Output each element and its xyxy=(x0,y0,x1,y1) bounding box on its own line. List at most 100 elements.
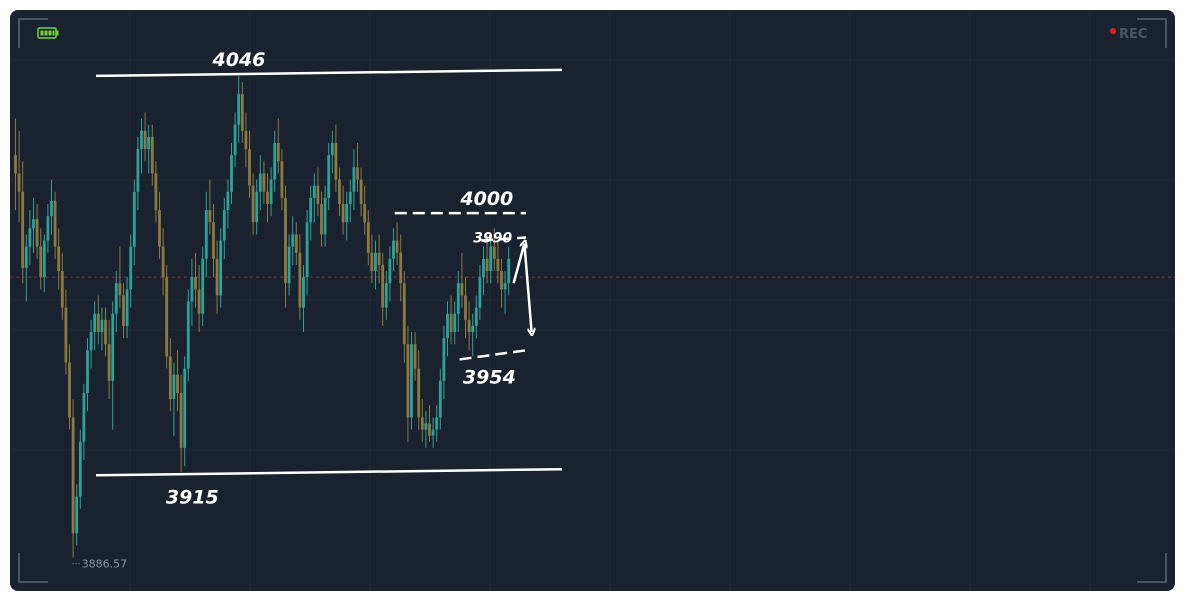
candle-body xyxy=(89,332,93,351)
candle-body xyxy=(507,258,511,284)
candle-body xyxy=(305,222,309,278)
candle-body xyxy=(467,319,471,333)
candle-body xyxy=(68,362,71,418)
candle-body xyxy=(237,94,241,125)
candle-body xyxy=(186,301,190,369)
candle-body xyxy=(14,155,17,174)
candle-body xyxy=(244,130,248,150)
candle-body xyxy=(424,423,428,430)
candle-body xyxy=(28,228,32,247)
candle-body xyxy=(161,246,165,278)
candle-body xyxy=(377,252,381,265)
candle-body xyxy=(60,271,64,308)
candle-body xyxy=(136,149,140,192)
candle-body xyxy=(356,167,359,180)
candle-body xyxy=(42,240,46,278)
candle-body xyxy=(53,200,57,247)
candle-body xyxy=(50,200,53,217)
candle-body xyxy=(100,319,104,333)
candle-body xyxy=(489,246,493,272)
candle-body xyxy=(395,240,399,253)
projection-arrow xyxy=(512,244,525,284)
candle-body xyxy=(96,313,100,333)
candle-body xyxy=(269,179,273,204)
candle-body xyxy=(183,368,187,448)
corner-brackets xyxy=(18,18,1167,583)
candle-body xyxy=(222,210,226,241)
level-line-4046 xyxy=(95,68,563,78)
candle-body xyxy=(255,191,259,223)
candle-body xyxy=(478,277,482,308)
candle-body xyxy=(312,185,316,198)
level-label-3954: 3954 xyxy=(463,366,516,388)
candle-body xyxy=(140,130,143,150)
candle-body xyxy=(464,295,467,320)
candle-body xyxy=(284,197,287,284)
candle-body xyxy=(24,246,28,268)
candles xyxy=(14,75,511,558)
candle-body xyxy=(374,252,377,272)
candle-body xyxy=(273,142,277,180)
candle-body xyxy=(330,142,334,156)
candle-body xyxy=(442,338,446,381)
projection-arrow xyxy=(523,243,531,332)
candle-body xyxy=(165,277,169,357)
level-line-3915 xyxy=(95,467,563,477)
candle-body xyxy=(233,124,237,156)
candle-body xyxy=(503,283,507,290)
candle-body xyxy=(399,252,403,284)
candle-body xyxy=(129,246,133,290)
candle-body xyxy=(294,234,298,253)
candle-body xyxy=(492,246,496,259)
candle-body xyxy=(143,130,147,150)
candle-body xyxy=(150,136,154,174)
candle-body xyxy=(132,191,136,247)
candle-body xyxy=(413,344,417,369)
low-price-label: 3886.57 xyxy=(82,558,128,571)
candle-body xyxy=(118,283,122,296)
candle-body xyxy=(320,203,323,235)
level-label-4000: 4000 xyxy=(459,188,513,210)
candle-body xyxy=(168,356,172,400)
candle-body xyxy=(194,277,197,290)
candle-body xyxy=(158,210,161,247)
candle-body xyxy=(287,246,291,284)
candle-body xyxy=(201,258,205,314)
level-label-3990: 3990 xyxy=(473,231,512,247)
candle-body xyxy=(428,423,431,436)
candle-body xyxy=(388,258,392,284)
candle-body xyxy=(500,271,503,290)
level-line-3954 xyxy=(459,349,527,361)
candle-body xyxy=(93,313,97,333)
candle-body xyxy=(197,289,201,314)
candle-body xyxy=(111,313,115,381)
level-label-4046: 4046 xyxy=(212,49,266,71)
candle-body xyxy=(147,136,151,150)
candle-body xyxy=(39,246,43,278)
candle-body xyxy=(248,149,251,186)
candle-body xyxy=(402,283,406,345)
candle-body xyxy=(215,258,219,296)
rec-dot-icon xyxy=(1110,28,1116,34)
candle-body xyxy=(485,258,489,272)
candle-body xyxy=(417,368,421,418)
candle-body xyxy=(75,496,79,534)
candle-body xyxy=(334,142,338,180)
candle-body xyxy=(449,313,453,333)
candle-body xyxy=(71,417,75,534)
candle-body xyxy=(471,325,475,333)
candle-body xyxy=(46,216,50,241)
candle-body xyxy=(35,219,39,247)
candle-body xyxy=(341,203,345,223)
candle-body xyxy=(122,295,125,326)
candle-body xyxy=(420,417,424,430)
candle-body xyxy=(125,289,129,326)
candle-body xyxy=(298,252,302,308)
candle-body xyxy=(302,277,305,308)
candle-body xyxy=(208,210,212,223)
candle-body xyxy=(86,350,89,393)
level-line-3990 xyxy=(481,236,527,242)
candle-body xyxy=(57,246,61,272)
candle-body xyxy=(32,219,35,229)
candle-body xyxy=(460,283,464,296)
